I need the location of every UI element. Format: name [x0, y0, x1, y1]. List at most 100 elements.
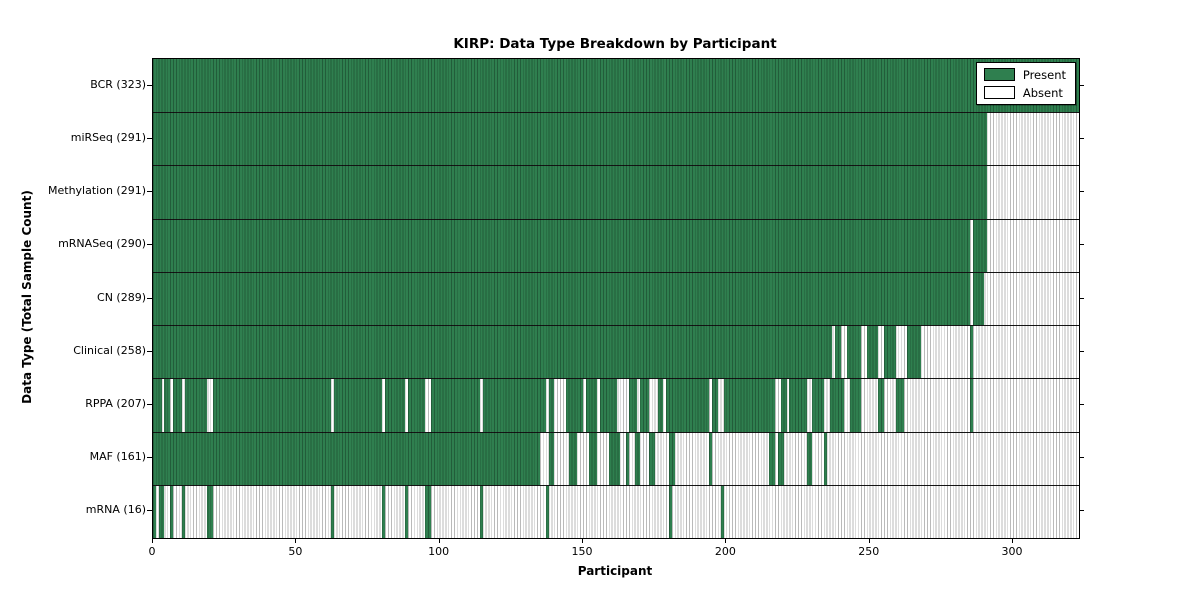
present-segment — [153, 326, 833, 379]
plot-area: Present Absent — [152, 58, 1080, 539]
x-tick-label: 50 — [288, 545, 303, 558]
legend-label-absent: Absent — [1022, 85, 1063, 100]
present-swatch — [983, 68, 1015, 81]
y-tick-label: BCR (323) — [90, 77, 146, 91]
x-tick-mark — [725, 538, 727, 543]
present-segment — [884, 326, 896, 379]
present-segment — [906, 326, 922, 379]
present-segment — [723, 379, 776, 432]
present-segment — [153, 59, 1079, 113]
present-segment — [184, 379, 208, 432]
present-segment — [866, 326, 879, 379]
present-segment — [972, 272, 985, 326]
present-segment — [777, 432, 784, 485]
present-segment — [895, 379, 905, 432]
x-tick-mark — [152, 533, 153, 538]
present-segment — [425, 485, 432, 538]
row-miRSeq — [153, 112, 1079, 166]
present-segment — [600, 379, 618, 432]
y-tick-mark — [147, 297, 152, 299]
present-segment — [153, 272, 971, 326]
present-segment — [153, 432, 541, 485]
present-segment — [657, 379, 664, 432]
present-segment — [720, 485, 724, 538]
y-tick-mark — [147, 350, 152, 352]
y-tick-label: miRSeq (291) — [70, 130, 146, 144]
x-tick-label: 250 — [858, 545, 880, 558]
present-segment — [640, 379, 649, 432]
y-tick-label: mRNASeq (290) — [58, 237, 146, 251]
y-tick-label: CN (289) — [97, 290, 146, 304]
present-segment — [878, 379, 885, 432]
present-segment — [173, 379, 182, 432]
present-segment — [548, 379, 555, 432]
x-tick-mark — [152, 59, 153, 64]
present-segment — [666, 379, 710, 432]
y-tick-mark — [147, 510, 152, 512]
present-segment — [207, 485, 214, 538]
present-segment — [479, 485, 483, 538]
present-segment — [789, 379, 807, 432]
present-segment — [970, 379, 973, 432]
present-segment — [712, 379, 718, 432]
x-tick-label: 300 — [1001, 545, 1023, 558]
present-segment — [669, 432, 675, 485]
present-segment — [846, 326, 862, 379]
row-mRNA — [153, 484, 1079, 538]
x-tick-mark — [582, 538, 584, 543]
y-tick-mark — [1079, 403, 1084, 405]
x-tick-label: 150 — [571, 545, 593, 558]
present-segment — [588, 432, 598, 485]
present-segment — [153, 113, 988, 166]
present-segment — [158, 485, 165, 538]
present-segment — [408, 379, 426, 432]
row-MAF — [153, 431, 1079, 485]
y-tick-label: Methylation (291) — [48, 184, 146, 198]
y-tick-mark — [1079, 191, 1084, 193]
x-tick-mark — [295, 538, 297, 543]
present-segment — [213, 379, 331, 432]
present-segment — [431, 379, 480, 432]
legend-label-present: Present — [1022, 67, 1066, 82]
y-tick-mark — [147, 84, 152, 86]
present-segment — [835, 326, 842, 379]
y-tick-label: mRNA (16) — [85, 503, 146, 517]
x-tick-label: 100 — [428, 545, 450, 558]
y-tick-mark — [1079, 84, 1084, 86]
present-segment — [181, 485, 185, 538]
present-segment — [628, 379, 638, 432]
present-segment — [585, 379, 598, 432]
present-segment — [153, 379, 162, 432]
present-segment — [545, 485, 549, 538]
present-segment — [780, 379, 787, 432]
absent-swatch — [983, 86, 1015, 99]
present-segment — [170, 485, 174, 538]
x-tick-label: 0 — [148, 545, 156, 558]
x-tick-mark — [1012, 538, 1014, 543]
present-segment — [806, 432, 813, 485]
y-tick-mark — [1079, 137, 1084, 139]
y-tick-mark — [1079, 297, 1084, 299]
row-Clinical — [153, 325, 1079, 379]
y-tick-label: RPPA (207) — [85, 396, 146, 410]
present-segment — [769, 432, 776, 485]
legend-item-present: Present — [983, 67, 1066, 82]
row-BCR — [153, 59, 1079, 113]
present-segment — [482, 379, 546, 432]
present-segment — [709, 432, 713, 485]
present-segment — [164, 379, 171, 432]
present-segment — [568, 432, 578, 485]
present-segment — [405, 485, 409, 538]
present-segment — [648, 432, 655, 485]
y-tick-mark — [1079, 350, 1084, 352]
present-segment — [669, 485, 672, 538]
present-segment — [333, 379, 383, 432]
chart-title: KIRP: Data Type Breakdown by Participant — [453, 36, 777, 52]
y-tick-mark — [1079, 510, 1084, 512]
x-tick-label: 200 — [714, 545, 736, 558]
present-segment — [565, 379, 584, 432]
y-tick-mark — [147, 137, 152, 139]
present-segment — [608, 432, 621, 485]
present-segment — [330, 485, 334, 538]
